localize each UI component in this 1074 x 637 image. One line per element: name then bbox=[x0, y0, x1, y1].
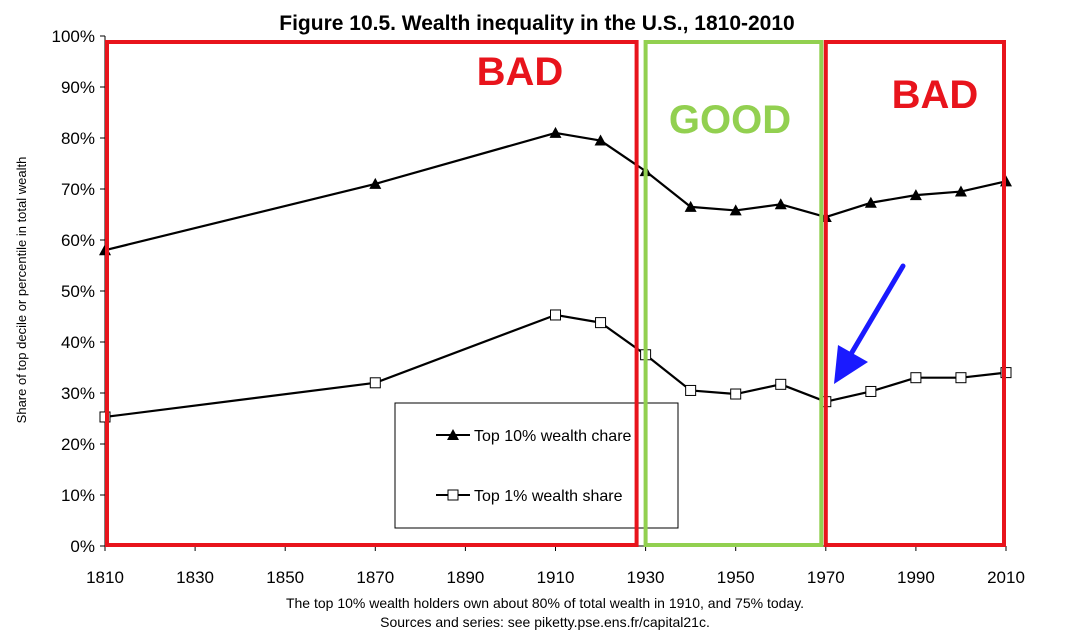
zone-box-good bbox=[643, 40, 824, 547]
arrow-annotation bbox=[834, 263, 906, 384]
x-axis-ticks: 1810 1830 1850 1870 1890 1910 1930 1950 1970 1990… bbox=[86, 546, 1025, 587]
y-tick-label: 40% bbox=[61, 333, 95, 352]
arrow-shaft bbox=[848, 263, 906, 357]
legend-marker-top10 bbox=[447, 429, 459, 440]
zone-label-good: GOOD bbox=[669, 98, 791, 142]
zone-annotations: BAD GOOD BAD bbox=[105, 40, 1006, 547]
data-point-top1 bbox=[955, 372, 967, 384]
x-tick-label: 1850 bbox=[266, 568, 304, 587]
x-tick-label: 1810 bbox=[86, 568, 124, 587]
x-tick-label: 1930 bbox=[627, 568, 665, 587]
data-point-top1 bbox=[730, 388, 742, 400]
zone-label-bad: BAD bbox=[477, 50, 564, 94]
legend: Top 10% wealth chare Top 1% wealth share bbox=[394, 402, 679, 529]
legend-marker-top1 bbox=[447, 489, 459, 501]
y-tick-label: 60% bbox=[61, 231, 95, 250]
y-tick-label: 10% bbox=[61, 486, 95, 505]
y-tick-label: 0% bbox=[70, 537, 95, 556]
series-layer bbox=[99, 126, 1012, 423]
series-line-top1 bbox=[104, 313, 1007, 419]
data-point-top10 bbox=[684, 200, 697, 212]
data-point-top10 bbox=[594, 134, 607, 146]
zone-box-bad bbox=[105, 40, 639, 547]
data-point-top10 bbox=[954, 185, 967, 197]
y-tick-label: 20% bbox=[61, 435, 95, 454]
data-point-top1 bbox=[775, 378, 787, 390]
x-tick-label: 1830 bbox=[176, 568, 214, 587]
y-tick-label: 80% bbox=[61, 129, 95, 148]
x-tick-label: 1870 bbox=[356, 568, 394, 587]
x-tick-label: 2010 bbox=[987, 568, 1025, 587]
chart-title: Figure 10.5. Wealth inequality in the U.… bbox=[279, 12, 794, 35]
caption-line-2: Sources and series: see piketty.pse.ens.… bbox=[380, 614, 710, 630]
y-tick-label: 70% bbox=[61, 180, 95, 199]
legend-label-top10: Top 10% wealth chare bbox=[474, 428, 632, 445]
x-tick-label: 1990 bbox=[897, 568, 935, 587]
data-point-top1 bbox=[910, 372, 922, 384]
arrow-head bbox=[834, 345, 868, 384]
y-tick-label: 30% bbox=[61, 384, 95, 403]
legend-label-top1: Top 1% wealth share bbox=[474, 488, 623, 505]
caption-line-1: The top 10% wealth holders own about 80%… bbox=[286, 595, 804, 611]
x-tick-label: 1950 bbox=[717, 568, 755, 587]
data-point-top10 bbox=[369, 177, 382, 189]
data-point-top10 bbox=[909, 189, 922, 201]
legend-box bbox=[394, 402, 679, 529]
x-tick-label: 1890 bbox=[446, 568, 484, 587]
y-tick-label: 50% bbox=[61, 282, 95, 301]
zone-label-bad: BAD bbox=[892, 73, 979, 117]
data-point-top1 bbox=[865, 385, 877, 397]
zone-box-bad bbox=[823, 40, 1006, 547]
data-point-top10 bbox=[549, 126, 562, 138]
data-point-top10 bbox=[729, 204, 742, 216]
y-tick-label: 90% bbox=[61, 78, 95, 97]
data-point-top1 bbox=[369, 377, 381, 389]
data-point-top10 bbox=[1000, 175, 1012, 187]
data-point-top1 bbox=[550, 309, 561, 321]
data-point-top10 bbox=[864, 196, 877, 208]
data-point-top10 bbox=[774, 198, 787, 210]
y-axis-ticks: 0% 10% 20% 30% 40% 50% 60% 70% 80% 90% 100% bbox=[52, 27, 105, 556]
y-axis-label: Share of top decile or percentile in tot… bbox=[14, 157, 29, 424]
data-point-top1 bbox=[1000, 367, 1012, 379]
y-tick-label: 100% bbox=[52, 27, 95, 46]
data-point-top1 bbox=[595, 317, 607, 329]
x-tick-label: 1910 bbox=[537, 568, 575, 587]
data-point-top1 bbox=[685, 384, 697, 396]
series-line-top10 bbox=[104, 131, 1007, 252]
x-tick-label: 1970 bbox=[807, 568, 845, 587]
